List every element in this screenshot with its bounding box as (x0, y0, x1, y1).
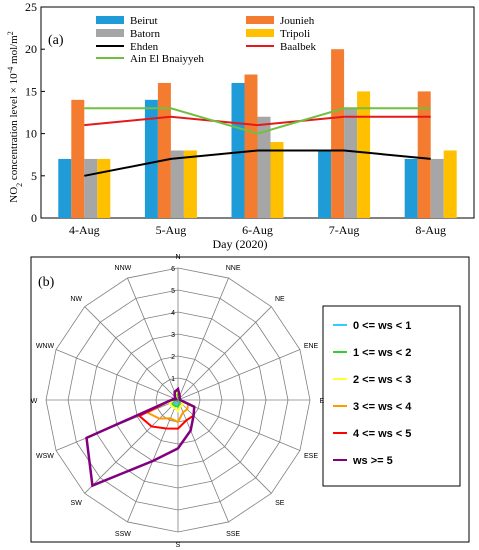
y-tick-label: 0 (31, 211, 37, 225)
radar-legend-label: 0 <= ws < 1 (353, 320, 411, 332)
bar-batorn (257, 116, 271, 218)
legend-label: Tripoli (280, 28, 310, 40)
radar-spoke (177, 306, 272, 401)
radar-spoke (127, 277, 179, 401)
legend-label: Baalbek (280, 41, 317, 53)
radial-tick-label: 2 (171, 354, 175, 361)
radar-spoke (177, 399, 301, 451)
bar-jounieh (244, 74, 258, 219)
radar-spoke (177, 399, 229, 523)
ylabel-part-1: NO (8, 187, 20, 203)
bar-batorn (344, 108, 358, 218)
legend-label: Beirut (130, 15, 158, 27)
bar-batorn (430, 158, 444, 218)
ylabel-part-6: 2 (6, 31, 15, 35)
bar-tripoli (357, 91, 371, 218)
legend-label: Jounieh (280, 15, 315, 27)
line-ehden (84, 149, 431, 177)
panel-label-b: (b) (38, 275, 55, 290)
radar-legend-label: 1 <= ws < 2 (353, 347, 411, 359)
bar-tripoli (183, 150, 197, 218)
radar-spoke (55, 349, 179, 401)
ylabel-part-2: 2 (15, 183, 24, 187)
legend-swatch (246, 16, 274, 24)
x-tick-label: 4-Aug (69, 223, 100, 237)
radial-tick-label: 3 (171, 332, 175, 339)
radar-series-5 (85, 386, 196, 488)
radar-legend-label: 4 <= ws < 5 (353, 428, 411, 440)
radar-legend-label: 3 <= ws < 4 (353, 401, 412, 413)
radar-legend-label: 2 <= ws < 3 (353, 374, 411, 386)
bar-tripoli (97, 158, 111, 218)
direction-label: SW (71, 500, 83, 507)
direction-label: NNE (226, 265, 241, 272)
bar-beirut (404, 158, 418, 218)
x-axis-label: Day (2020) (213, 237, 268, 251)
legend-swatch (96, 29, 124, 37)
direction-label: ESE (304, 453, 318, 460)
legend-swatch (96, 16, 124, 24)
direction-label: NE (275, 296, 285, 303)
radar-spoke (177, 399, 272, 494)
bar-beirut (144, 99, 158, 218)
x-tick-label: 6-Aug (242, 223, 273, 237)
bar-jounieh (157, 82, 171, 219)
line-baalbek (84, 115, 431, 127)
direction-label: S (176, 542, 181, 549)
x-tick-label: 7-Aug (329, 223, 360, 237)
x-tick-label: 8-Aug (415, 223, 446, 237)
y-axis-label: NO2 concentration level × 10-4 mol/m2 (6, 31, 24, 203)
radial-tick-label: 4 (171, 310, 175, 317)
radial-tick-label: 1 (171, 376, 175, 383)
y-tick-label: 20 (25, 42, 37, 56)
bar-jounieh (331, 49, 345, 219)
ylabel-part-3: concentration level × 10 (8, 73, 20, 183)
direction-label: NNW (115, 265, 132, 272)
legend-swatch (246, 29, 274, 37)
bar-batorn (170, 150, 184, 218)
bar-beirut (318, 150, 332, 218)
bar-batorn (84, 158, 98, 218)
radar-spoke (177, 277, 229, 401)
bar-beirut (231, 82, 245, 219)
direction-label: SSE (226, 531, 240, 538)
direction-label: ENE (304, 343, 319, 350)
direction-label: WNW (36, 343, 55, 350)
direction-label: N (175, 254, 180, 261)
radar-spoke (84, 399, 179, 494)
bar-tripoli (443, 150, 457, 218)
x-tick-label: 5-Aug (156, 223, 187, 237)
y-tick-label: 5 (31, 169, 37, 183)
bar-jounieh (71, 99, 85, 218)
y-tick-label: 25 (25, 0, 37, 14)
direction-label: WSW (36, 453, 54, 460)
panel-label-a: (a) (48, 33, 64, 48)
direction-label: NW (70, 296, 82, 303)
line-ain-el-bnaiyyeh (84, 107, 431, 135)
bar-beirut (58, 158, 72, 218)
y-tick-label: 10 (25, 127, 37, 141)
bar-tripoli (270, 142, 284, 218)
bar-jounieh (417, 91, 431, 218)
radial-tick-label: 6 (171, 266, 175, 273)
radar-legend-label: ws >= 5 (352, 455, 393, 467)
legend-label: Ehden (130, 41, 159, 53)
legend-label: Batorn (130, 28, 160, 40)
radar-spoke (177, 349, 301, 401)
direction-label: W (31, 398, 38, 405)
radial-tick-label: 5 (171, 288, 175, 295)
y-tick-label: 15 (25, 84, 37, 98)
radar-chart-panel: (b) 0123456NNNENEENEEESESESSESSSWSWWSWWW… (30, 254, 470, 549)
bar-chart-panel: NO2 concentration level × 10-4 mol/m2 Da… (6, 0, 475, 251)
ylabel-part-4: -4 (6, 67, 15, 74)
legend-label: Ain El Bnaiyyeh (130, 53, 204, 65)
radar-legend-frame (322, 305, 461, 487)
direction-label: SE (275, 500, 285, 507)
ylabel-part-5: mol/m (8, 35, 20, 67)
panel-b-frame (30, 256, 470, 543)
direction-label: E (320, 398, 325, 405)
radar-spoke (84, 306, 179, 401)
direction-label: SSW (115, 531, 131, 538)
